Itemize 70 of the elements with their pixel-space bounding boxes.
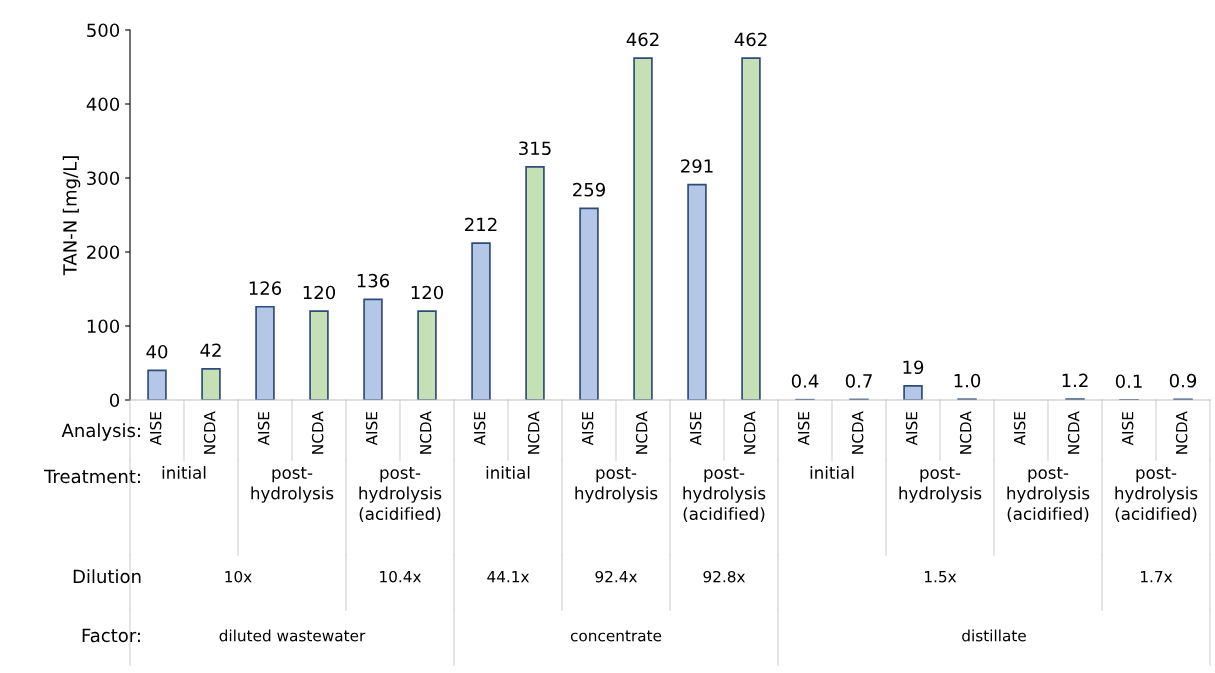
text: initial <box>810 466 854 479</box>
text: 92.8x <box>703 570 746 583</box>
x-tick-label: AISE <box>149 412 162 446</box>
data-label: 1.2 <box>1062 373 1088 388</box>
text: diluted wastewater <box>219 629 366 642</box>
x-tick-label: AISE <box>905 412 918 446</box>
text: Factor: <box>82 628 140 643</box>
x-tick-label: NCDA <box>635 411 648 454</box>
y-tick-label: 500 <box>87 23 120 38</box>
data-label: 120 <box>411 285 444 300</box>
x-tick-label: NCDA <box>203 411 216 454</box>
text: post- hydrolysis <box>899 466 982 503</box>
data-label: 462 <box>626 32 659 47</box>
data-label: 0.4 <box>791 374 819 388</box>
text: 44.1x <box>487 571 530 583</box>
y-tick-label: 0 <box>109 393 120 408</box>
y-tick-label: 400 <box>86 97 120 112</box>
x-tick-label: AISE <box>257 412 270 446</box>
x-tick-label: AISE <box>1121 412 1134 446</box>
text: post- hydrolysis (acidified) <box>1007 466 1090 522</box>
x-tick-label: NCDA <box>527 411 540 454</box>
text: post- hydrolysis (acidified) <box>683 466 766 522</box>
data-label: 42 <box>200 343 221 357</box>
data-label: 19 <box>903 360 924 375</box>
x-tick-label: AISE <box>581 412 594 446</box>
text: distillate <box>962 629 1026 642</box>
text: 10.4x <box>380 570 422 583</box>
x-tick-label: NCDA <box>743 411 756 454</box>
y-tick-label: 200 <box>87 245 120 260</box>
data-label: 462 <box>734 32 767 47</box>
text: Treatment: <box>44 469 140 484</box>
text: 10x <box>225 570 252 583</box>
text: post- hydrolysis (acidified) <box>1115 466 1198 522</box>
data-label: 0.7 <box>845 373 872 388</box>
x-tick-label: AISE <box>473 412 486 446</box>
x-tick-label: AISE <box>365 412 378 446</box>
x-tick-label: NCDA <box>1067 411 1080 454</box>
x-tick-label: NCDA <box>1175 411 1188 454</box>
data-label: 136 <box>357 273 390 288</box>
text: Dilution <box>73 569 141 584</box>
text: 1.5x <box>925 571 957 583</box>
y-axis-title: TAN-N [mg/L] <box>62 156 81 276</box>
x-tick-label: NCDA <box>311 411 324 454</box>
data-label: 120 <box>303 285 336 300</box>
data-label: 259 <box>573 182 605 197</box>
data-label: 1.0 <box>954 373 981 388</box>
text: 92.4x <box>595 570 638 583</box>
text: initial <box>486 466 530 479</box>
x-tick-label: AISE <box>797 412 810 446</box>
data-label: 40 <box>146 344 168 359</box>
data-label: 0.1 <box>1115 374 1142 389</box>
data-label: 126 <box>249 281 282 295</box>
text: post- hydrolysis (acidified) <box>359 466 442 522</box>
text: 1.7x <box>1141 571 1173 583</box>
data-label: 291 <box>681 159 713 173</box>
text: post- hydrolysis <box>251 466 334 503</box>
text: Analysis: <box>61 423 140 441</box>
x-tick-label: NCDA <box>851 411 864 454</box>
y-tick-label: 100 <box>87 319 120 334</box>
x-tick-label: NCDA <box>419 411 432 454</box>
data-label: 0.9 <box>1169 373 1197 388</box>
data-label: 315 <box>519 141 551 156</box>
x-tick-label: AISE <box>1013 412 1026 446</box>
y-tick-label: 300 <box>87 171 120 186</box>
x-tick-label: AISE <box>689 412 702 446</box>
text: initial <box>162 466 206 479</box>
data-label: 212 <box>465 217 497 232</box>
x-tick-label: NCDA <box>959 411 972 454</box>
text: concentrate <box>570 630 662 642</box>
text: post- hydrolysis <box>575 466 658 503</box>
